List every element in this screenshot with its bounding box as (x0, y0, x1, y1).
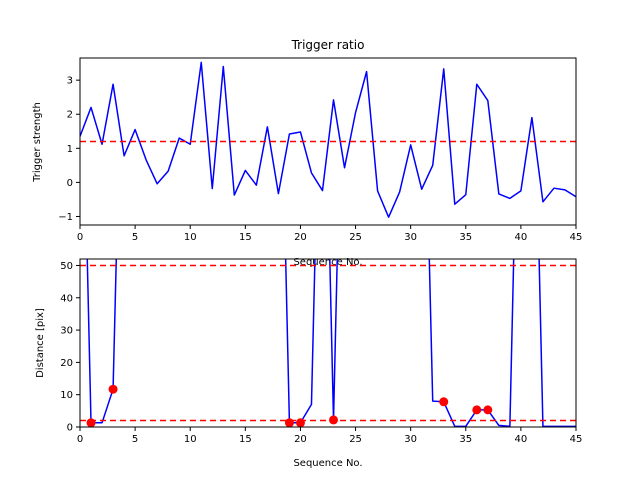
bottom-plot-area: 0 5 10 15 20 25 30 35 40 45 0 10 20 30 40 50 (60, 258, 583, 445)
bottom-x-tick-label: 20 (294, 434, 307, 445)
top-y-tick-label: −1 (58, 212, 73, 223)
top-x-axis-label: Sequence No. (293, 257, 362, 268)
bottom-marker-point (472, 405, 482, 415)
bottom-x-tick-label: 30 (404, 434, 417, 445)
top-y-axis-label: Trigger strength (32, 102, 43, 183)
top-x-tick-label: 35 (459, 232, 472, 243)
bottom-x-tick-label: 40 (515, 434, 528, 445)
bottom-y-tick-label: 30 (60, 326, 73, 337)
top-y-tick-label: 3 (67, 76, 73, 87)
top-x-tick-label: 25 (349, 232, 362, 243)
top-x-tick-label: 10 (184, 232, 197, 243)
bottom-marker-point (329, 415, 339, 425)
bottom-marker-point (483, 405, 493, 415)
trigger-ratio-panel: Trigger ratio Trigger strength Sequence … (32, 38, 582, 268)
bottom-x-tick-label: 15 (239, 434, 252, 445)
top-x-tick-label: 20 (294, 232, 307, 243)
top-chart-title: Trigger ratio (291, 38, 365, 52)
top-x-tick-label: 0 (77, 232, 83, 243)
top-data-line (80, 61, 576, 218)
bottom-y-tick-label: 50 (60, 261, 73, 272)
bottom-x-tick-label: 35 (459, 434, 472, 445)
bottom-marker-point (295, 418, 305, 427)
bottom-y-tick-label: 40 (60, 293, 73, 304)
top-x-tick-label: 30 (404, 232, 417, 243)
top-x-tick-label: 5 (132, 232, 138, 243)
bottom-marker-point (108, 384, 118, 394)
bottom-marker-point (284, 418, 294, 427)
top-x-tick-label: 40 (515, 232, 528, 243)
bottom-data-line (86, 259, 576, 427)
bottom-y-tick-label: 20 (60, 358, 73, 369)
bottom-y-tick-label: 0 (67, 423, 73, 434)
bottom-x-tick-label: 5 (132, 434, 138, 445)
bottom-axes-frame (79, 258, 577, 428)
top-axes-frame (79, 57, 577, 226)
bottom-x-axis-label: Sequence No. (293, 458, 362, 469)
top-x-tick-label: 15 (239, 232, 252, 243)
top-y-tick-label: 1 (67, 144, 73, 155)
top-x-tick-label: 45 (570, 232, 583, 243)
bottom-x-tick-label: 45 (570, 434, 583, 445)
bottom-marker-point (86, 418, 96, 427)
bottom-marker-point (439, 397, 449, 407)
bottom-y-tick-label: 10 (60, 390, 73, 401)
bottom-x-tick-label: 0 (77, 434, 83, 445)
bottom-x-tick-label: 10 (184, 434, 197, 445)
bottom-y-axis-label: Distance [pix] (35, 308, 46, 378)
top-plot-area: 0 5 10 15 20 25 30 35 40 45 −1 0 1 2 3 (58, 57, 583, 243)
top-y-tick-label: 2 (67, 110, 73, 121)
bottom-x-tick-label: 25 (349, 434, 362, 445)
top-y-tick-label: 0 (67, 178, 73, 189)
distance-panel: Distance [pix] Sequence No. 0 5 10 15 20 25 30… (35, 258, 583, 469)
